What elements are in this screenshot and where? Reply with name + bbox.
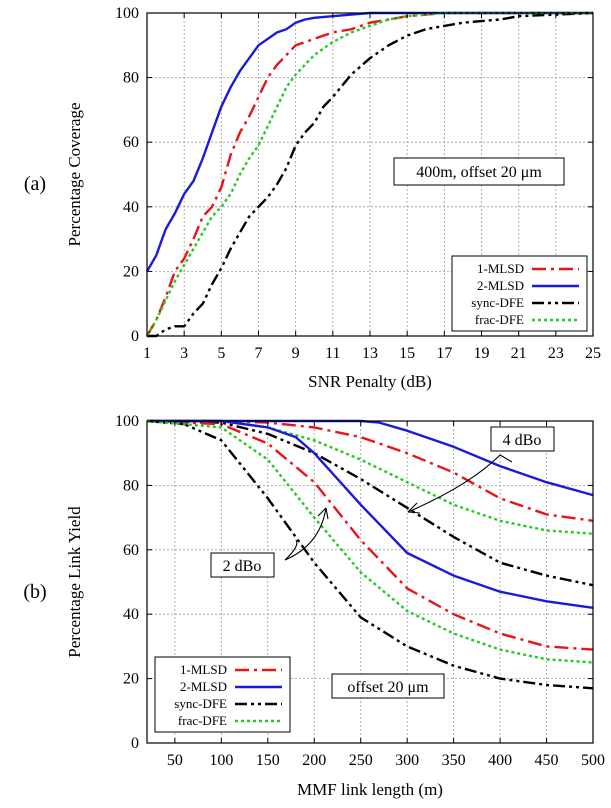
x-tick-label: 17 [436, 345, 452, 362]
annotation-box-2dbo [210, 552, 275, 578]
x-tick-label: 350 [442, 752, 466, 769]
series-line-2-mlsd-2dbo [147, 419, 594, 609]
annotation-4dbo: 4 dBo [503, 432, 542, 449]
y-axis-label: Percentage Coverage [65, 103, 84, 247]
x-tick-label: 300 [395, 752, 419, 769]
annotation-box [393, 157, 565, 186]
legend-label: 1-MLSD [477, 261, 524, 276]
y-tick-label: 40 [123, 606, 139, 623]
y-tick-label: 20 [123, 671, 139, 688]
annotation-arrowhead [317, 507, 329, 520]
x-tick-label: 250 [349, 752, 373, 769]
y-tick-label: 20 [123, 263, 139, 280]
series-line-1-mlsd [145, 11, 593, 337]
x-tick-label: 200 [302, 752, 326, 769]
y-axis-label: Percentage Link Yield [65, 506, 84, 658]
legend-label: 2-MLSD [477, 278, 524, 293]
annotation-2dbo: 2 dBo [223, 558, 262, 575]
annotation-arrow [284, 507, 327, 561]
x-tick-label: 13 [362, 345, 378, 362]
x-tick-label: 7 [255, 345, 263, 362]
annotation-box-offset [331, 673, 445, 699]
annotation-arrow [284, 539, 298, 561]
x-tick-label: 21 [511, 345, 527, 362]
x-axis-label: MMF link length (m) [297, 780, 443, 799]
y-tick-label: 60 [123, 542, 139, 559]
y-tick-label: 100 [115, 413, 139, 430]
y-tick-label: 100 [115, 5, 139, 22]
series-line-sync-dfe-2dbo [146, 419, 594, 690]
y-tick-label: 40 [123, 199, 139, 216]
y-tick-label: 0 [131, 328, 139, 345]
x-axis-label: SNR Penalty (dB) [308, 372, 432, 391]
panel-label: (b) [23, 581, 46, 603]
x-tick-label: 100 [209, 752, 233, 769]
plot-frame [146, 420, 594, 744]
legend-label: frac-DFE [178, 713, 227, 728]
annotation-offset: offset 20 μm [347, 679, 429, 696]
x-tick-label: 15 [399, 345, 415, 362]
series-line-frac-dfe-2dbo [146, 419, 594, 664]
series-line-1-mlsd-2dbo [146, 419, 594, 651]
legend-label: 2-MLSD [180, 679, 227, 694]
legend-label: frac-DFE [475, 312, 524, 327]
y-tick-label: 80 [123, 477, 139, 494]
annotation-arrowhead [407, 502, 421, 514]
y-tick-label: 0 [131, 735, 139, 752]
annotation-arrow [499, 454, 513, 463]
x-tick-label: 500 [581, 752, 605, 769]
y-tick-label: 60 [123, 134, 139, 151]
series-line-sync-dfe-4dbo [146, 419, 594, 587]
x-tick-label: 50 [167, 752, 183, 769]
x-tick-label: 3 [180, 345, 188, 362]
x-tick-label: 19 [474, 345, 490, 362]
x-tick-label: 23 [548, 345, 564, 362]
legend-label: sync-DFE [471, 295, 524, 310]
series-line-frac-dfe [145, 11, 593, 337]
legend-label: 1-MLSD [180, 662, 227, 677]
x-tick-label: 11 [325, 345, 340, 362]
x-tick-label: 450 [535, 752, 559, 769]
x-tick-label: 400 [488, 752, 512, 769]
x-tick-label: 1 [143, 345, 151, 362]
x-tick-label: 25 [585, 345, 601, 362]
annotation-box-4dbo [490, 426, 555, 452]
panel-label: (a) [24, 173, 46, 195]
x-tick-label: 150 [256, 752, 280, 769]
chart-panel-b: 50 100 150 200 250 300 350 400 450 500 0 20 40 60 80 10… [23, 413, 605, 799]
legend-label: sync-DFE [174, 696, 227, 711]
y-tick-label: 80 [123, 70, 139, 87]
annotation-text: 400m, offset 20 μm [416, 164, 542, 181]
annotation-arrow [407, 454, 501, 513]
x-tick-label: 5 [217, 345, 225, 362]
x-tick-label: 9 [292, 345, 300, 362]
series-line-sync-dfe [147, 11, 594, 338]
